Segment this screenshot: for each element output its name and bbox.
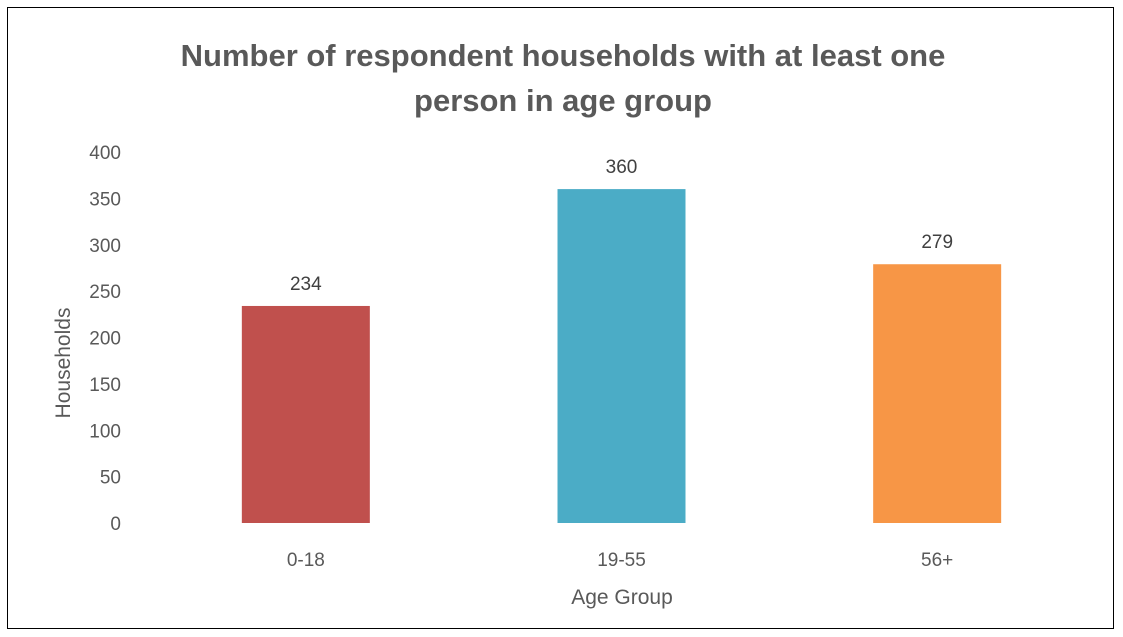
y-tick-label: 50 xyxy=(100,468,121,489)
x-axis-ticks: 0-18 19-55 56+ xyxy=(287,550,953,571)
x-tick-label: 19-55 xyxy=(597,550,646,571)
y-tick-label: 350 xyxy=(89,189,121,210)
x-tick-label: 0-18 xyxy=(287,550,325,571)
data-label: 279 xyxy=(921,232,953,253)
data-labels-group: 234 360 279 xyxy=(290,157,953,295)
chart-title-line-2: person in age group xyxy=(414,83,712,118)
bars-group xyxy=(241,189,1002,523)
y-axis-label: Households xyxy=(52,308,75,419)
chart-title-line-1: Number of respondent households with at … xyxy=(181,38,946,73)
bar xyxy=(241,305,370,523)
y-tick-label: 400 xyxy=(89,143,121,164)
y-tick-label: 300 xyxy=(89,236,121,257)
y-tick-label: 0 xyxy=(110,514,121,535)
y-axis-ticks: 0 50 100 150 200 250 300 350 400 xyxy=(89,143,121,535)
x-axis-label: Age Group xyxy=(571,586,673,609)
y-tick-label: 150 xyxy=(89,375,121,396)
y-tick-label: 200 xyxy=(89,329,121,350)
data-label: 234 xyxy=(290,274,322,295)
y-tick-label: 100 xyxy=(89,421,121,442)
bar xyxy=(873,264,1002,523)
y-tick-label: 250 xyxy=(89,282,121,303)
x-tick-label: 56+ xyxy=(921,550,953,571)
data-label: 360 xyxy=(606,157,638,178)
bar xyxy=(557,189,686,523)
